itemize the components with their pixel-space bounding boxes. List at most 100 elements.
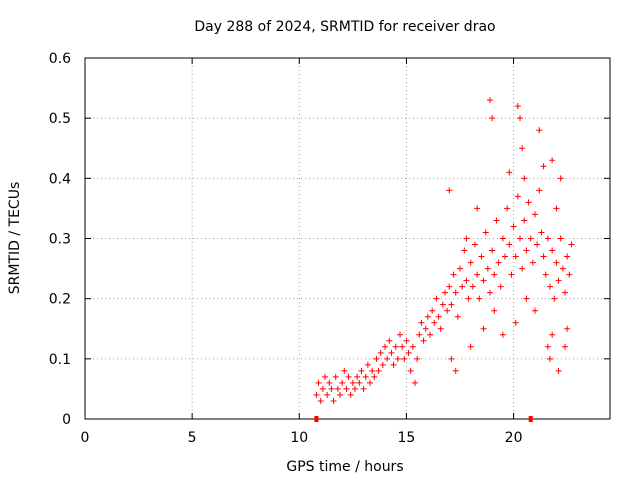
axis-ticks: 0 5 10 15 20 0 0.1 0.2 0.3 0.4 0.5 0.6 <box>49 51 610 446</box>
data-point <box>499 331 506 338</box>
y-tick-label: 0.2 <box>49 292 71 308</box>
data-point <box>519 265 526 272</box>
data-point <box>401 355 408 362</box>
data-point <box>472 241 478 248</box>
data-point <box>549 247 556 254</box>
data-point <box>480 277 487 284</box>
data-point <box>514 103 521 110</box>
data-point <box>420 337 427 344</box>
data-point <box>474 271 481 278</box>
data-point <box>566 271 573 278</box>
data-point <box>397 331 403 338</box>
data-point <box>542 271 549 278</box>
data-point <box>555 277 562 284</box>
data-point <box>555 367 562 374</box>
data-point <box>448 355 455 362</box>
data-point <box>534 241 541 248</box>
data-point <box>429 307 436 314</box>
data-point <box>377 349 384 356</box>
data-point <box>568 241 575 248</box>
data-point <box>444 307 451 314</box>
data-point <box>536 187 543 194</box>
data-point <box>315 379 322 386</box>
data-point <box>512 319 519 326</box>
data-point <box>487 97 493 104</box>
data-point <box>476 295 483 302</box>
data-point <box>484 265 491 272</box>
data-point <box>373 355 380 362</box>
data-point <box>450 271 457 278</box>
data-point <box>467 343 474 350</box>
data-point <box>508 271 515 278</box>
data-point <box>549 157 556 164</box>
data-point <box>461 247 468 254</box>
data-point <box>356 379 363 386</box>
data-point <box>514 193 521 200</box>
data-point <box>551 295 558 302</box>
y-tick-label: 0.1 <box>49 352 71 368</box>
x-tick-label: 20 <box>505 430 523 446</box>
x-tick-label: 15 <box>398 430 416 446</box>
data-point <box>375 367 382 374</box>
y-tick-label: 0.5 <box>49 111 71 127</box>
data-point <box>517 235 523 242</box>
data-point <box>463 277 470 284</box>
data-point <box>547 355 553 362</box>
y-axis-label: SRMTID / TECUs <box>7 182 23 295</box>
data-point <box>362 373 369 380</box>
data-point <box>405 349 412 356</box>
data-point <box>354 373 361 380</box>
data-point <box>521 217 528 224</box>
data-point <box>412 379 418 386</box>
data-point <box>371 373 378 380</box>
data-point <box>553 259 560 266</box>
x-axis-label: GPS time / hours <box>286 459 403 475</box>
data-point <box>379 361 386 368</box>
data-point <box>549 331 556 338</box>
data-point <box>564 325 571 332</box>
data-point <box>521 175 528 182</box>
data-point <box>343 385 350 392</box>
data-point <box>328 385 335 392</box>
data-point <box>544 343 551 350</box>
data-point <box>369 367 376 374</box>
data-point <box>326 379 333 386</box>
data-point <box>386 337 393 344</box>
data-point <box>439 301 446 308</box>
data-point <box>382 343 388 350</box>
data-point <box>347 391 354 398</box>
data-point <box>414 355 421 362</box>
y-tick-label: 0.6 <box>49 51 71 67</box>
data-point <box>491 307 498 314</box>
data-point <box>332 373 339 380</box>
data-point <box>399 343 406 350</box>
data-point <box>487 289 493 296</box>
data-point <box>532 307 538 314</box>
data-point <box>540 253 547 260</box>
data-point <box>527 235 534 242</box>
x-tick-label: 5 <box>188 430 197 446</box>
data-point <box>345 373 352 380</box>
data-point <box>427 331 433 338</box>
data-point <box>482 229 489 236</box>
data-point <box>452 289 459 296</box>
data-point <box>319 385 326 392</box>
data-point <box>502 253 508 260</box>
data-point <box>562 343 568 350</box>
data-point <box>544 235 551 242</box>
data-point <box>517 115 523 122</box>
data-point <box>403 337 410 344</box>
data-point <box>523 295 530 302</box>
data-point <box>495 259 502 266</box>
x-tick-label: 0 <box>81 430 90 446</box>
data-point <box>446 187 453 194</box>
data-point <box>510 223 517 230</box>
data-point <box>480 325 487 332</box>
data-point <box>337 391 343 398</box>
data-point <box>489 247 496 254</box>
data-point <box>339 379 346 386</box>
data-point <box>360 385 367 392</box>
data-point <box>431 319 438 326</box>
data-point <box>448 301 455 308</box>
data-point <box>504 205 511 212</box>
